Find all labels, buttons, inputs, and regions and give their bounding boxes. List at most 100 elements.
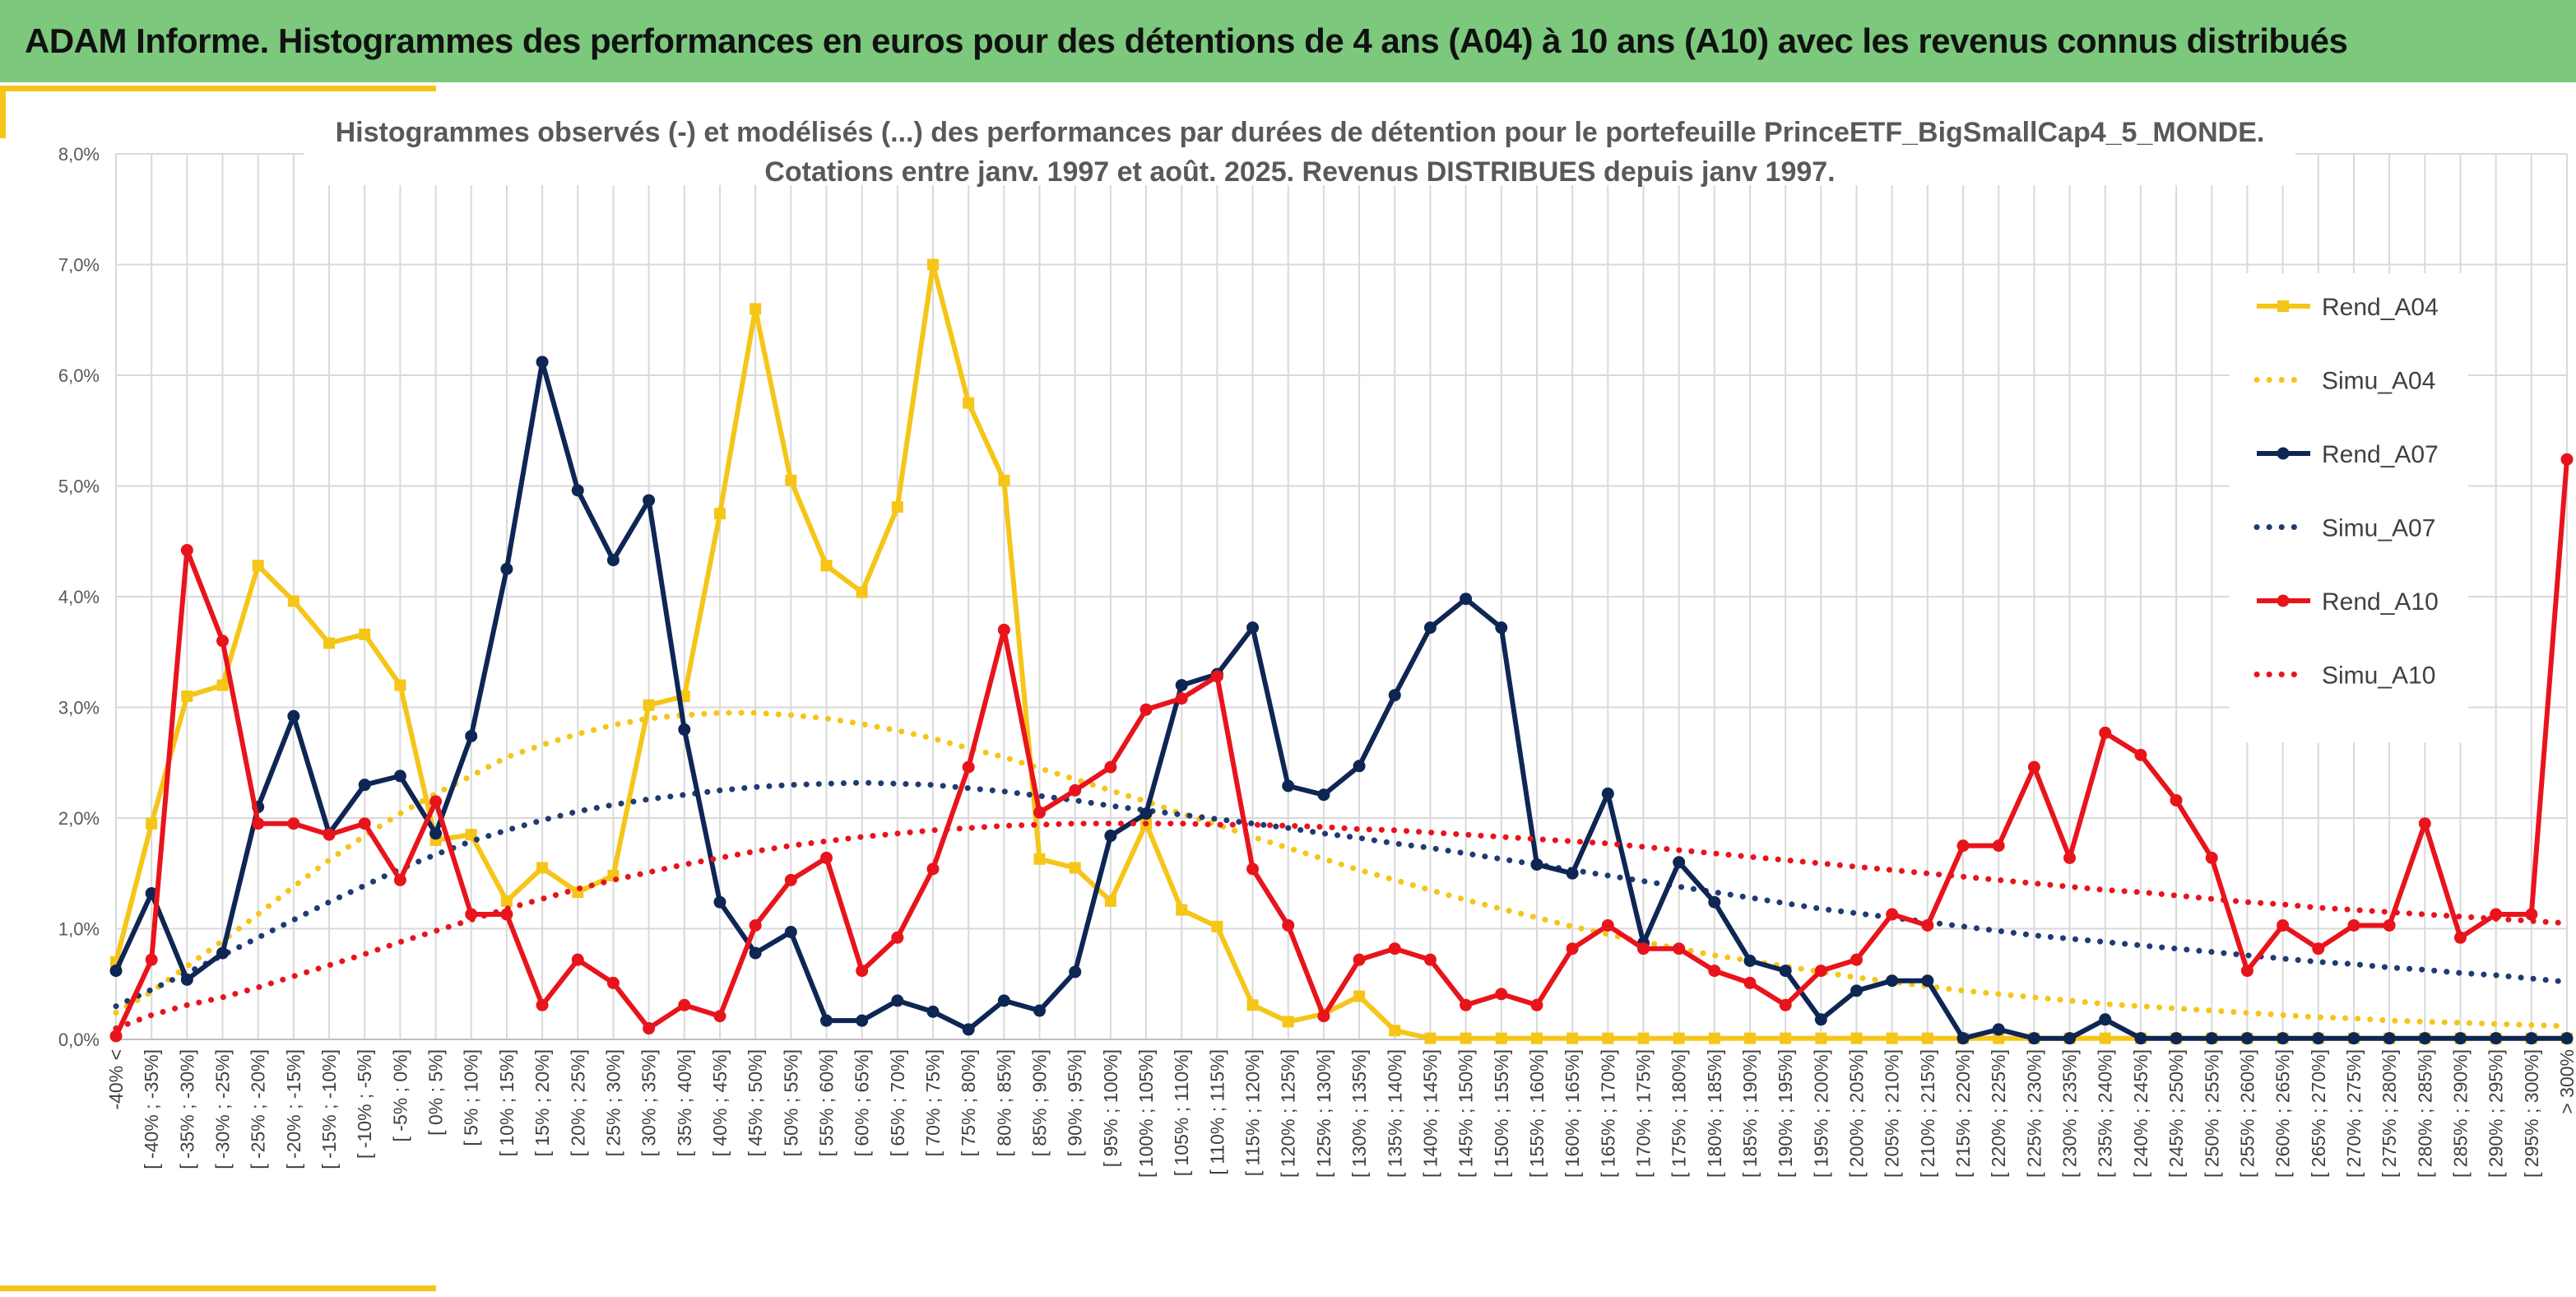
data-point-rend-a04 (1530, 1032, 1543, 1044)
x-tick-label: [ 145% ; 150%] (1455, 1049, 1477, 1178)
x-tick-label: [ 135% ; 140%] (1384, 1049, 1405, 1178)
x-tick-label: [ 220% ; 225%] (1988, 1049, 2009, 1178)
y-axis-ticks: 0,0% 1,0% 2,0% 3,0% 4,0% 5,0% 6,0% 7,0% 8,0% (58, 144, 100, 1050)
data-point-rend-a07 (216, 946, 230, 960)
series-line-rend-a07 (114, 359, 2567, 1041)
data-point-rend-a07 (1246, 621, 1260, 635)
x-tick-label: [ 130% ; 135%] (1348, 1049, 1370, 1178)
x-tick-label: [ 0% ; 5%] (425, 1049, 447, 1136)
data-point-rend-a04 (1993, 1032, 2005, 1044)
data-point-rend-a04 (146, 817, 158, 830)
x-tick-label: [ 150% ; 155%] (1491, 1049, 1512, 1178)
data-point-rend-a07 (819, 1014, 833, 1027)
y-tick-label: 8,0% (58, 144, 100, 165)
data-point-rend-a07 (2490, 1032, 2503, 1045)
x-tick-label: [ 285% ; 290%] (2449, 1049, 2471, 1178)
data-point-rend-a10 (2525, 908, 2538, 921)
data-point-rend-a10 (2560, 453, 2574, 466)
data-point-rend-a04 (643, 699, 655, 711)
data-point-rend-a10 (536, 998, 549, 1011)
data-point-rend-a10 (1673, 942, 1686, 955)
data-point-rend-a07 (1033, 1004, 1047, 1017)
chart-title: Histogrammes observés (-) et modélisés (… (336, 117, 2265, 148)
data-point-rend-a07 (2063, 1032, 2077, 1045)
x-tick-label: [ -20% ; -15%] (283, 1049, 304, 1169)
legend-label-simu-a10: Simu_A10 (2322, 662, 2435, 690)
data-point-rend-a07 (1460, 593, 1473, 606)
x-tick-label: [ 270% ; 275%] (2343, 1049, 2365, 1178)
x-tick-label: [ 10% ; 15%] (496, 1049, 518, 1156)
legend-marker-rend-a07 (2277, 447, 2290, 460)
y-tick-label: 4,0% (58, 587, 100, 607)
x-tick-label: [ 100% ; 105%] (1135, 1049, 1157, 1178)
data-point-rend-a10 (1921, 918, 1934, 932)
x-tick-label: [ -30% ; -25%] (212, 1049, 234, 1169)
data-point-rend-a10 (713, 1010, 726, 1023)
legend-label-rend-a07: Rend_A07 (2322, 441, 2439, 468)
x-tick-label: [ 215% ; 220%] (1952, 1049, 1974, 1178)
x-tick-label: [ 200% ; 205%] (1846, 1049, 1868, 1178)
data-point-rend-a10 (1850, 953, 1864, 966)
x-tick-label: [ 160% ; 165%] (1562, 1049, 1583, 1178)
data-point-rend-a04 (1069, 862, 1081, 874)
x-tick-label: [ 240% ; 245%] (2130, 1049, 2151, 1178)
header-banner: ADAM Informe. Histogrammes des performan… (0, 0, 2576, 82)
data-point-rend-a10 (109, 1030, 123, 1043)
data-point-rend-a10 (2312, 942, 2325, 955)
data-point-rend-a10 (1566, 942, 1579, 955)
x-tick-label: [ 245% ; 250%] (2165, 1049, 2187, 1178)
data-point-rend-a04 (1211, 920, 1223, 932)
data-point-rend-a10 (252, 817, 265, 830)
chart-subtitle: Cotations entre janv. 1997 et août. 2025… (764, 156, 1835, 188)
data-point-rend-a04 (1673, 1032, 1685, 1044)
x-tick-label: [ 45% ; 50%] (745, 1049, 766, 1156)
x-tick-label: [ 40% ; 45%] (709, 1049, 731, 1156)
data-point-rend-a07 (643, 494, 656, 507)
x-tick-label: [ -5% ; 0%] (389, 1049, 411, 1141)
data-point-rend-a10 (856, 965, 869, 978)
x-tick-label: [ 230% ; 235%] (2059, 1049, 2081, 1178)
x-tick-label: [ 55% ; 60%] (815, 1049, 837, 1156)
data-point-rend-a07 (2347, 1032, 2360, 1045)
data-point-rend-a07 (962, 1023, 975, 1036)
data-point-rend-a10 (1814, 965, 1827, 978)
data-point-rend-a04 (1744, 1032, 1756, 1044)
data-point-rend-a10 (1282, 918, 1295, 932)
series-line-simu-a07 (113, 779, 2570, 1010)
data-point-rend-a10 (819, 851, 833, 864)
data-point-rend-a10 (2205, 851, 2218, 864)
data-point-rend-a07 (2277, 1032, 2290, 1045)
data-point-rend-a07 (2240, 1032, 2253, 1045)
x-tick-label: [ -15% ; -10%] (318, 1049, 340, 1169)
data-point-rend-a07 (1708, 895, 1721, 909)
data-point-rend-a07 (2027, 1032, 2040, 1045)
x-tick-label: [ 115% ; 120%] (1242, 1049, 1264, 1176)
data-point-rend-a04 (1637, 1032, 1650, 1044)
data-point-rend-a07 (1104, 830, 1117, 843)
data-point-rend-a10 (997, 623, 1010, 636)
data-point-rend-a04 (1104, 895, 1116, 907)
data-point-rend-a10 (1956, 839, 1970, 853)
data-point-rend-a10 (2170, 793, 2183, 807)
x-tick-label: [ -40% ; -35%] (141, 1049, 162, 1169)
y-tick-label: 7,0% (58, 255, 100, 276)
x-tick-label: [ 290% ; 295%] (2485, 1049, 2507, 1178)
data-point-rend-a10 (393, 873, 406, 886)
data-point-rend-a07 (2560, 1032, 2574, 1045)
data-point-rend-a10 (643, 1022, 656, 1035)
data-point-rend-a07 (2418, 1032, 2431, 1045)
data-point-rend-a07 (1530, 858, 1543, 871)
x-tick-label: [ 90% ; 95%] (1065, 1049, 1086, 1156)
x-tick-label: [ 105% ; 110%] (1171, 1049, 1192, 1176)
data-point-rend-a10 (2418, 817, 2431, 830)
data-point-rend-a07 (1353, 760, 1366, 773)
data-point-rend-a07 (2134, 1032, 2147, 1045)
data-point-rend-a07 (1743, 955, 1757, 968)
data-point-rend-a10 (2027, 760, 2040, 774)
legend-label-rend-a10: Rend_A10 (2322, 588, 2439, 616)
data-point-rend-a07 (1779, 965, 1792, 978)
data-point-rend-a07 (1814, 1013, 1827, 1026)
data-point-rend-a04 (394, 679, 406, 691)
x-tick-label: [ 75% ; 80%] (958, 1049, 979, 1156)
x-tick-label: [ 185% ; 190%] (1739, 1049, 1761, 1178)
